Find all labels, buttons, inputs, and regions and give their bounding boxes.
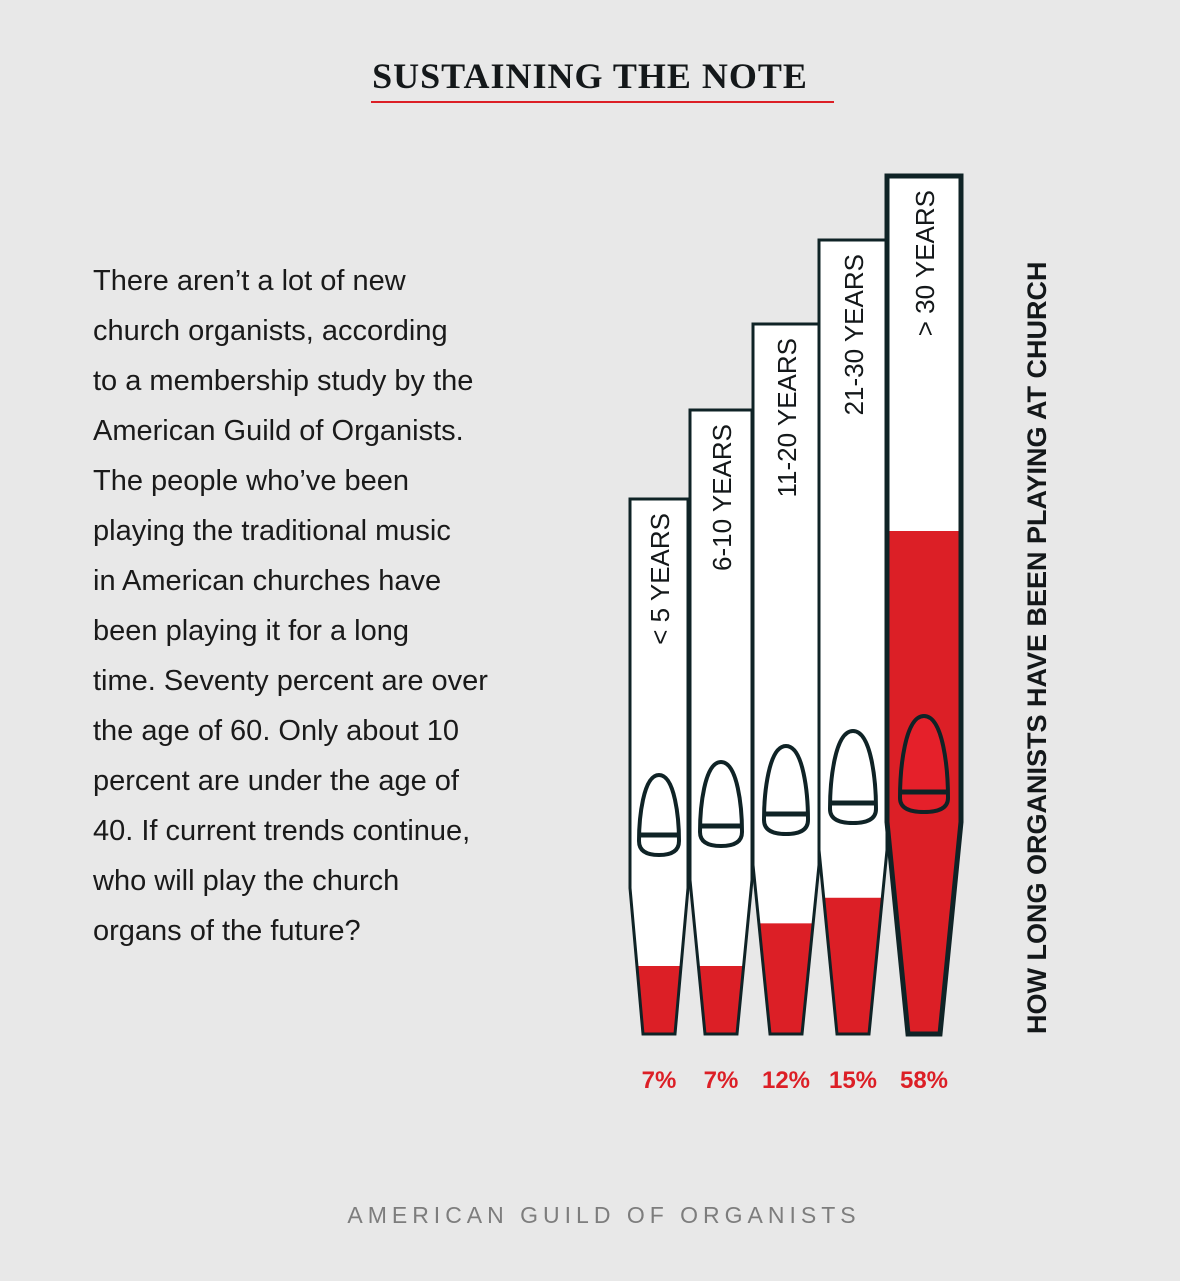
paragraph-line: been playing it for a long [93, 615, 409, 647]
title-underline [371, 101, 834, 103]
category-label: < 5 YEARS [645, 513, 675, 645]
paragraph-line: percent are under the age of [93, 765, 459, 797]
value-label: 12% [762, 1067, 810, 1094]
paragraph-line: There aren’t a lot of new [93, 265, 406, 297]
outlines-group [628, 173, 964, 1037]
pipe-body [630, 499, 688, 1034]
value-label: 15% [829, 1067, 877, 1094]
value-fill-bar [690, 966, 752, 1034]
value-label: 7% [642, 1067, 677, 1094]
paragraph-line: in American churches have [93, 565, 442, 597]
pipe-mouth [697, 759, 745, 849]
paragraph-line: organs of the future? [93, 915, 361, 947]
category-label: 6-10 YEARS [707, 424, 737, 571]
intro-paragraph: There aren’t a lot of new church organis… [93, 256, 533, 956]
pipe-mouth [761, 743, 811, 837]
paragraph-line: the age of 60. Only about 10 [93, 715, 459, 747]
category-label: 11-20 YEARS [772, 338, 802, 497]
source-credit: AMERICAN GUILD OF ORGANISTS [347, 1202, 861, 1228]
pipe-body [690, 410, 752, 1034]
pipe-mouth [636, 772, 682, 858]
paragraph-line: who will play the church [93, 865, 400, 897]
paragraph-line: church organists, according [93, 315, 448, 347]
paragraph-line: time. Seventy percent are over [93, 665, 488, 697]
paragraph-line: American Guild of Organists. [93, 415, 464, 447]
labels-group: < 5 YEARS 7% 6-10 YEARS 7% 11-20 YEARS 12% 21-… [642, 190, 948, 1094]
mouths-group [636, 713, 951, 858]
value-label: 7% [704, 1067, 739, 1094]
paragraph-line: playing the traditional music [93, 515, 451, 547]
axis-title: HOW LONG ORGANISTS HAVE BEEN PLAYING AT … [1022, 261, 1052, 1034]
pipe-body [819, 240, 887, 1034]
category-label: 21-30 YEARS [839, 254, 869, 415]
pipe-mouth [827, 728, 879, 826]
paragraph-line: The people who’ve been [93, 465, 410, 497]
pipe-outline [884, 173, 964, 1037]
value-label: 58% [900, 1067, 948, 1094]
paragraph-line: 40. If current trends continue, [93, 815, 471, 847]
pipe-outline [628, 497, 690, 1036]
category-label: > 30 YEARS [910, 190, 940, 336]
paragraph-line: to a membership study by the [93, 365, 474, 397]
chart-title: SUSTAINING THE NOTE [372, 56, 808, 96]
pipe-body [753, 324, 819, 1034]
pipe-mouth [897, 713, 951, 815]
value-fill-bar [630, 966, 688, 1034]
